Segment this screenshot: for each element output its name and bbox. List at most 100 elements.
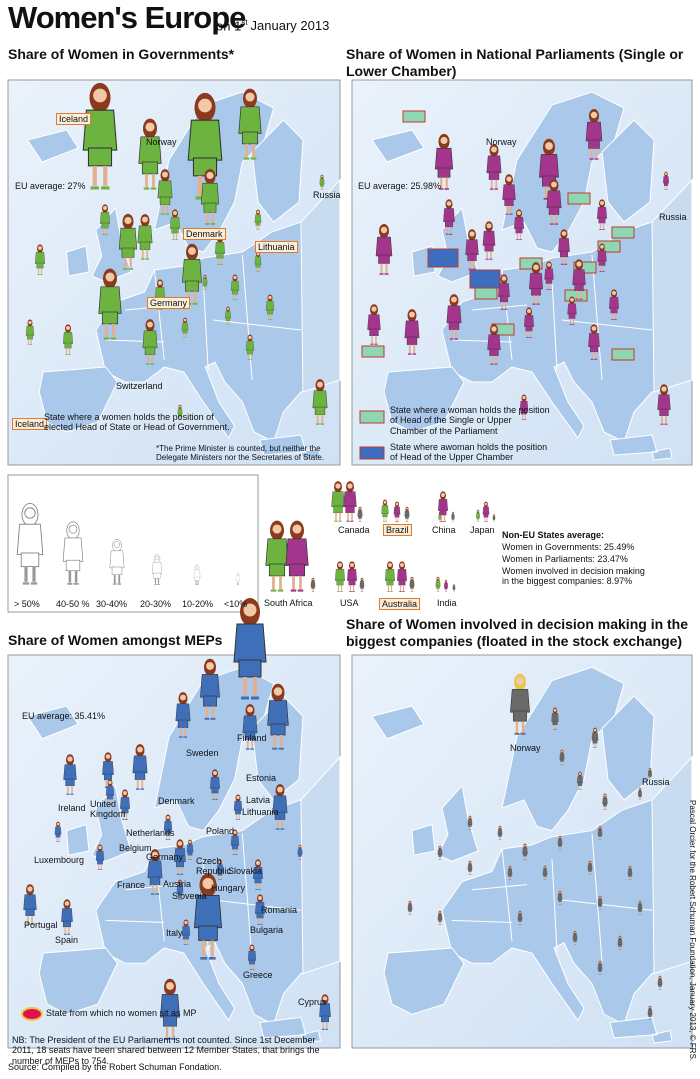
non-eu-heading: Non-EU States average: — [502, 530, 605, 540]
skirt — [36, 262, 44, 269]
jacket — [253, 867, 263, 879]
woman-figure — [54, 821, 62, 842]
woman-figure — [585, 109, 603, 160]
skirt — [489, 348, 499, 357]
country-label: Luxembourg — [34, 855, 85, 865]
skirt — [531, 287, 541, 296]
legs — [559, 846, 561, 850]
woman-figure — [142, 319, 158, 365]
skirt — [545, 278, 553, 284]
woman-figure — [175, 692, 191, 738]
legs — [486, 251, 492, 259]
woman-figure — [529, 262, 543, 305]
legs — [245, 143, 255, 158]
legs — [522, 414, 526, 419]
skirt — [483, 513, 489, 518]
face — [226, 307, 230, 310]
jacket — [514, 217, 524, 229]
woman-figure — [176, 879, 184, 900]
woman-figure — [437, 845, 443, 860]
jacket — [519, 400, 529, 411]
legs — [383, 516, 387, 522]
jacket — [657, 979, 663, 985]
face — [578, 772, 582, 775]
woman-figure — [648, 767, 652, 780]
skirt — [437, 167, 451, 178]
face — [195, 565, 199, 569]
face — [600, 244, 604, 249]
face — [380, 226, 388, 234]
legend-text: State where a women holds the position o… — [44, 412, 230, 433]
woman-figure — [657, 384, 671, 425]
face — [350, 563, 354, 567]
face — [661, 386, 667, 392]
date-suffix: January 2013 — [250, 18, 330, 34]
skirt — [153, 572, 161, 579]
legs — [649, 1016, 651, 1020]
skirt — [55, 833, 61, 838]
woman-figure — [544, 261, 554, 290]
skirt — [165, 829, 171, 835]
face — [237, 573, 239, 576]
face — [600, 201, 604, 205]
jacket — [597, 829, 603, 835]
skirt — [405, 515, 409, 519]
skirt — [62, 920, 72, 928]
skirt — [438, 517, 442, 520]
skirt — [97, 859, 103, 865]
jacket — [272, 795, 288, 814]
woman-figure — [451, 511, 455, 522]
jacket — [587, 864, 593, 870]
face — [142, 216, 148, 223]
country-label: India — [437, 598, 457, 608]
jacket — [467, 864, 473, 870]
woman-figure — [591, 727, 599, 748]
face — [178, 880, 182, 884]
skirt — [408, 909, 412, 912]
legs — [639, 797, 641, 800]
woman-figure — [233, 598, 267, 700]
skirt — [232, 289, 238, 295]
woman-figure — [597, 243, 607, 272]
woman-figure — [98, 268, 122, 340]
skirt — [203, 202, 217, 213]
jacket — [529, 272, 543, 290]
skirt — [439, 509, 447, 516]
legs — [519, 921, 521, 925]
legs — [273, 735, 283, 748]
country-label: Denmark — [158, 796, 195, 806]
face — [166, 815, 170, 820]
skirt — [336, 579, 344, 586]
jacket — [597, 899, 603, 905]
jacket — [230, 280, 240, 291]
legs — [570, 318, 574, 324]
skirt — [658, 984, 662, 987]
country-label: France — [117, 880, 146, 890]
highlight-chamber — [519, 257, 543, 270]
country-label: Greece — [243, 970, 273, 980]
country-label: Portugal — [24, 920, 58, 930]
face — [236, 795, 240, 800]
country-label: Romania — [261, 905, 298, 915]
skirt — [508, 874, 512, 877]
woman-figure — [265, 294, 275, 320]
legs — [243, 677, 257, 696]
jacket — [437, 914, 443, 920]
jacket — [367, 314, 381, 331]
woman-figure — [343, 481, 357, 522]
legs — [206, 212, 214, 223]
jacket — [102, 761, 114, 775]
skirt — [333, 505, 343, 514]
legs — [24, 566, 36, 582]
legs — [453, 590, 455, 592]
skirt — [618, 944, 622, 947]
face — [523, 844, 527, 847]
jacket — [557, 839, 563, 845]
woman-figure — [95, 844, 105, 870]
legs — [183, 333, 187, 338]
woman-figure — [35, 244, 45, 275]
woman-figure — [225, 306, 231, 325]
legs — [439, 856, 441, 860]
country-label: Ireland — [58, 803, 86, 813]
face — [659, 976, 661, 979]
